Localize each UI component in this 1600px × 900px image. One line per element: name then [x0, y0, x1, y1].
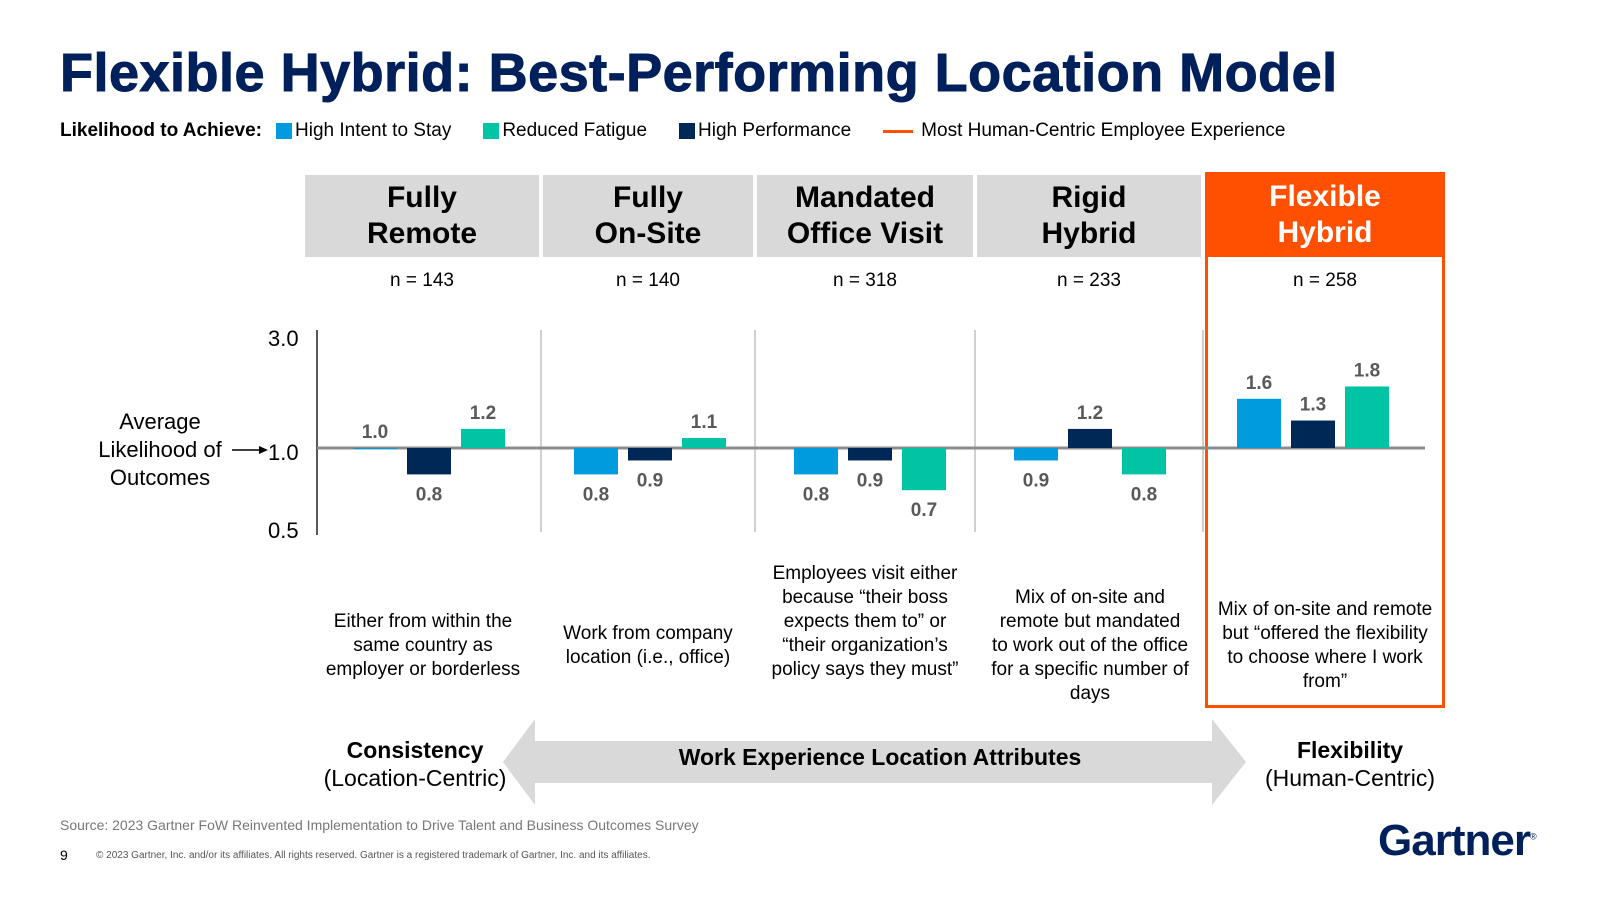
legend-item-fatigue: Reduced Fatigue: [483, 120, 647, 142]
page-number: 9: [60, 847, 68, 863]
attribute-flexibility: Flexibility (Human-Centric): [1265, 737, 1435, 791]
value-label-rigid-hybrid-high-performance: 1.2: [1077, 403, 1103, 424]
value-label-mandated-high-intent-to-stay: 0.8: [803, 484, 829, 505]
column-header-mandated-office-visit: Mandated Office Visit: [757, 175, 973, 257]
legend: Likelihood to Achieve: High Intent to St…: [60, 119, 1317, 143]
page-title: Flexible Hybrid: Best-Performing Locatio…: [60, 43, 1338, 104]
attribute-consistency: Consistency (Location-Centric): [323, 737, 507, 791]
y-axis-pointer-head: [259, 446, 268, 454]
bar-fully-remote-high-intent-to-stay: [353, 448, 397, 449]
legend-item-performance: High Performance: [679, 120, 851, 142]
bar-fully-remote-reduced-fatigue: [461, 428, 505, 448]
bar-fully-remote-high-performance: [407, 448, 451, 475]
n-count-mandated: n = 318: [833, 270, 897, 291]
n-count-fully-remote: n = 143: [390, 270, 454, 291]
legend-swatch-performance: [679, 123, 696, 139]
bar-rigid-hybrid-high-performance: [1068, 428, 1112, 448]
description-fully-remote: Either from within the same country as e…: [325, 611, 521, 680]
n-count-fully-onsite: n = 140: [616, 270, 680, 291]
value-label-fully-onsite-reduced-fatigue: 1.1: [691, 412, 718, 433]
attribute-axis-title: Work Experience Location Attributes: [678, 744, 1082, 770]
legend-line-human-centric: [883, 129, 914, 133]
value-label-fully-remote-high-performance: 0.8: [416, 484, 442, 505]
y-tick-0-5: 0.5: [268, 518, 299, 543]
description-fully-onsite: Work from company location (i.e., office…: [563, 623, 733, 668]
bar-flexible-hybrid-high-intent-to-stay: [1237, 398, 1281, 448]
source-note: Source: 2023 Gartner FoW Reinvented Impl…: [60, 817, 699, 833]
value-label-flexible-hybrid-high-intent-to-stay: 1.6: [1246, 373, 1272, 394]
flexible-hybrid-highlight-box: [1205, 172, 1445, 708]
n-count-flexible-hybrid: n = 258: [1293, 270, 1357, 291]
legend-item-intent: High Intent to Stay: [276, 120, 451, 142]
value-label-rigid-hybrid-reduced-fatigue: 0.8: [1131, 484, 1157, 505]
bar-rigid-hybrid-high-intent-to-stay: [1014, 448, 1058, 461]
attribute-double-arrow: [503, 719, 1246, 805]
value-label-mandated-reduced-fatigue: 0.7: [911, 500, 937, 521]
y-tick-1-0: 1.0: [268, 440, 299, 465]
bar-mandated-high-performance: [848, 448, 892, 461]
value-label-fully-onsite-high-intent-to-stay: 0.8: [583, 484, 609, 505]
y-tick-3-0: 3.0: [268, 326, 299, 351]
column-header-flexible-hybrid: Flexible Hybrid: [1205, 172, 1445, 257]
value-label-flexible-hybrid-reduced-fatigue: 1.8: [1354, 360, 1380, 381]
bar-mandated-reduced-fatigue: [902, 448, 946, 491]
copyright: © 2023 Gartner, Inc. and/or its affiliat…: [96, 850, 651, 861]
description-flexible-hybrid: Mix of on-site and remote but “offered t…: [1217, 599, 1433, 692]
value-label-mandated-high-performance: 0.9: [857, 470, 883, 491]
column-header-rigid-hybrid: Rigid Hybrid: [977, 175, 1201, 257]
value-label-rigid-hybrid-high-intent-to-stay: 0.9: [1023, 470, 1049, 491]
value-label-fully-remote-reduced-fatigue: 1.2: [470, 403, 496, 424]
legend-item-human-centric: Most Human-Centric Employee Experience: [883, 120, 1285, 142]
bar-flexible-hybrid-reduced-fatigue: [1345, 386, 1389, 448]
description-rigid-hybrid: Mix of on-site and remote but mandated t…: [991, 587, 1189, 704]
bar-fully-onsite-reduced-fatigue: [682, 438, 726, 448]
value-label-flexible-hybrid-high-performance: 1.3: [1300, 395, 1326, 416]
legend-swatch-intent: [276, 123, 292, 139]
n-count-rigid-hybrid: n = 233: [1057, 270, 1121, 291]
column-header-fully-remote: Fully Remote: [305, 175, 539, 257]
value-label-fully-remote-high-intent-to-stay: 1.0: [362, 422, 388, 443]
value-label-fully-onsite-high-performance: 0.9: [637, 470, 663, 491]
bar-fully-onsite-high-performance: [628, 448, 672, 461]
bar-flexible-hybrid-high-performance: [1291, 420, 1335, 448]
legend-swatch-fatigue: [483, 123, 500, 139]
bar-rigid-hybrid-reduced-fatigue: [1122, 448, 1166, 475]
column-header-fully-onsite: Fully On-Site: [543, 175, 753, 257]
legend-label: Likelihood to Achieve:: [60, 120, 262, 141]
gartner-logo: Gartner®: [1378, 816, 1537, 865]
bar-mandated-high-intent-to-stay: [794, 448, 838, 475]
description-mandated: Employees visit either because “their bo…: [771, 563, 959, 680]
bar-fully-onsite-high-intent-to-stay: [574, 448, 618, 475]
y-axis-title: Average Likelihood of Outcomes: [98, 409, 222, 490]
